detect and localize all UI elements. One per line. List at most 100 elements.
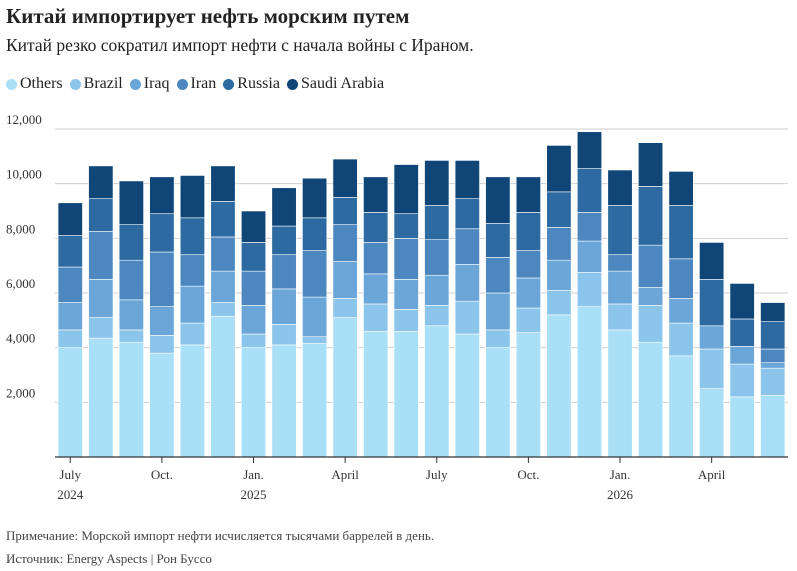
bar-segment — [760, 348, 786, 364]
bar-segment — [393, 279, 419, 310]
bar-segment — [668, 258, 694, 299]
legend-label: Brazil — [83, 75, 123, 92]
bar-segment — [699, 388, 725, 458]
bar-segment — [638, 287, 664, 306]
bar-segment — [302, 217, 328, 251]
bar-segment — [607, 303, 633, 331]
legend: Others Brazil Iraq Iran Russia Saudi Arabia — [6, 75, 391, 93]
bar-segment — [57, 302, 83, 331]
x-tick-label: Oct. — [517, 467, 539, 482]
bar-segment — [210, 302, 236, 317]
bar-segment — [760, 302, 786, 322]
bar-segment — [179, 322, 205, 346]
bar-segment — [88, 231, 114, 280]
bar-segment — [241, 347, 267, 458]
bar-segment — [668, 205, 694, 260]
chart-source: Источник: Energy Aspects | Рон Буссо — [6, 551, 212, 566]
bar-segment — [88, 337, 114, 458]
legend-label: Saudi Arabia — [300, 75, 385, 92]
bar-segment — [760, 395, 786, 458]
bar-segment — [393, 164, 419, 215]
bar-segment — [271, 187, 297, 227]
bar-segment — [424, 160, 450, 206]
legend-item: Others — [6, 75, 63, 93]
bar-segment — [179, 175, 205, 219]
bar-segment — [57, 235, 83, 268]
bar-segment — [179, 285, 205, 324]
y-tick-label: 8,000 — [6, 221, 35, 236]
chart-title: Китай импортирует нефть морским путем — [6, 4, 410, 28]
bar-segment — [118, 224, 144, 261]
bar-segment — [241, 210, 267, 243]
bar-segment — [88, 165, 114, 200]
bar-segment — [332, 224, 358, 262]
bar-segment — [88, 279, 114, 318]
bar-segment — [302, 296, 328, 338]
bar-segment — [210, 165, 236, 202]
bar-segment — [546, 289, 572, 316]
x-tick-label: July — [426, 467, 448, 482]
bar-segment — [546, 314, 572, 458]
bar-segment — [149, 352, 175, 458]
legend-label: Iraq — [143, 75, 170, 92]
bar-segment — [424, 205, 450, 241]
stacked-bar-chart: 2,000 4,000 6,000 8,000 10,000 12,000 July 2024… — [6, 112, 788, 502]
bar-segment — [607, 169, 633, 206]
bar-segment — [241, 333, 267, 348]
legend-swatch — [129, 78, 141, 90]
bar-segment — [271, 254, 297, 290]
bar-segment — [607, 254, 633, 272]
legend-label: Russia — [237, 75, 280, 92]
legend-item: Saudi Arabia — [286, 75, 385, 93]
bar-segment — [393, 309, 419, 332]
bar-segment — [302, 336, 328, 344]
bar-segment — [179, 217, 205, 256]
bar-segment — [638, 142, 664, 187]
legend-label: Others — [20, 75, 63, 92]
bar-segment — [88, 317, 114, 339]
bar-segment — [393, 330, 419, 458]
bar-segment — [607, 205, 633, 256]
bar-segment — [607, 270, 633, 305]
bar-segment — [546, 145, 572, 193]
bar-segment — [363, 330, 389, 458]
bar-segment — [515, 277, 541, 309]
bar-segment — [546, 227, 572, 261]
bar-segment — [454, 333, 480, 458]
bar-segment — [454, 264, 480, 302]
bar-segment — [332, 158, 358, 198]
bar-segment — [424, 239, 450, 276]
bar-segment — [271, 288, 297, 325]
bar-segment — [699, 242, 725, 280]
bar-segment — [149, 335, 175, 354]
bar-segment — [576, 131, 602, 169]
legend-swatch — [286, 78, 298, 90]
bar-segment — [424, 325, 450, 458]
bar-segment — [179, 254, 205, 287]
bar-segment — [729, 283, 755, 320]
x-tick-year-label: 2024 — [57, 487, 84, 502]
bar-segment — [57, 347, 83, 458]
bar-segment — [57, 202, 83, 236]
bar-segment — [485, 257, 511, 294]
bar-segment — [57, 329, 83, 348]
chart-note: Примечание: Морской импорт нефти исчисля… — [6, 528, 435, 543]
bar-segment — [118, 259, 144, 301]
bar-segment — [88, 198, 114, 232]
bar-segment — [302, 177, 328, 219]
bar-segment — [210, 270, 236, 303]
bar-segment — [668, 355, 694, 458]
bar-segment — [332, 197, 358, 225]
bar-segment — [271, 225, 297, 256]
bar-segment — [393, 238, 419, 280]
chart-subtitle: Китай резко сократил импорт нефти с нача… — [6, 35, 474, 55]
bar-segment — [699, 348, 725, 389]
bar-segment — [546, 259, 572, 291]
bar-segment — [118, 341, 144, 458]
bar-segment — [485, 292, 511, 331]
bar-segment — [576, 306, 602, 458]
bar-segment — [393, 213, 419, 239]
x-tick-label: Jan. — [243, 467, 264, 482]
bar-segment — [638, 341, 664, 458]
bar-segment — [118, 180, 144, 225]
